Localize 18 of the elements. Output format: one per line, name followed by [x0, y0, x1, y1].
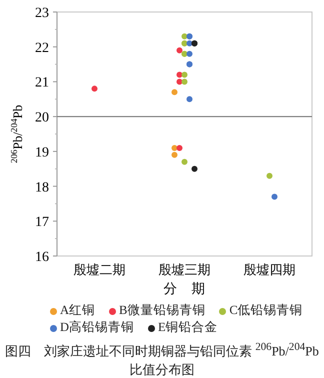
- x-tick-label: 殷墟三期: [158, 262, 210, 277]
- legend-label: B微量铅锡青铜: [119, 303, 206, 317]
- chart-title: 图四 刘家庄遗址不同时期铜器与铅同位素 $^{206}$Pb/$^{204}$Pb比值分布图: [5, 341, 319, 378]
- legend-label: D高铅锡青铜: [60, 320, 134, 334]
- y-tick-label: 22: [35, 40, 49, 56]
- x-axis-title: 分 期: [164, 281, 206, 296]
- legend-label: E铜铅合金: [158, 320, 218, 334]
- y-tick-label: 19: [35, 145, 49, 160]
- y-tick-label: 21: [35, 76, 49, 91]
- y-tick-label: 18: [35, 180, 49, 196]
- y-tick-label: 16: [35, 250, 49, 265]
- y-tick-label: 23: [35, 6, 49, 21]
- legend-label: A红铜: [60, 303, 96, 317]
- x-tick-label: 殷墟四期: [244, 262, 296, 277]
- y-tick-label: 17: [35, 215, 49, 230]
- y-tick-label: 20: [35, 110, 49, 126]
- x-tick-label: 殷墟二期: [74, 262, 126, 277]
- legend-label: C低铅锡青铜: [229, 303, 303, 317]
